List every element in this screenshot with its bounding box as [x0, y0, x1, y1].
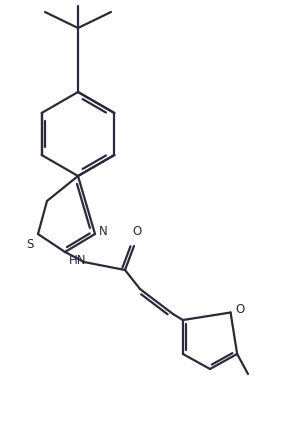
Text: O: O	[236, 303, 245, 316]
Text: HN: HN	[68, 254, 86, 266]
Text: S: S	[26, 238, 34, 251]
Text: O: O	[132, 225, 142, 238]
Text: N: N	[99, 226, 108, 238]
